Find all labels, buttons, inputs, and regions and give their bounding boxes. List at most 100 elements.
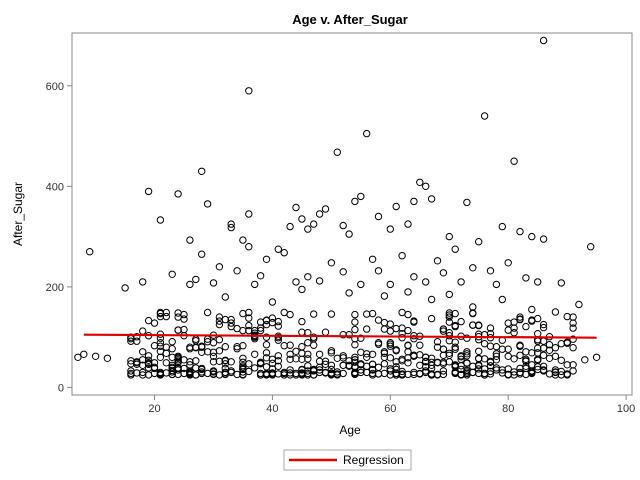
data-point [304,339,312,347]
data-point [463,198,471,207]
data-point [351,363,359,371]
data-point [162,343,171,351]
data-point [203,308,212,317]
data-point [315,368,324,377]
data-point [557,340,565,348]
data-point [144,352,153,360]
data-point [245,367,253,376]
data-point [486,324,495,332]
data-point [345,331,353,339]
data-point [522,322,530,331]
data-point [498,222,506,231]
data-point [469,264,477,272]
data-point [410,317,418,325]
data-point [268,355,277,363]
data-point [345,230,353,238]
data-point [203,369,212,378]
data-point [539,362,548,370]
data-point [315,363,324,371]
data-point [221,343,230,351]
data-point [286,369,294,377]
x-tick-label: 40 [266,403,278,415]
data-point [551,308,560,316]
data-point [156,308,165,317]
data-point [528,367,536,376]
data-point [227,319,235,327]
data-point [298,343,306,351]
data-point [451,309,459,318]
data-point [386,365,394,373]
data-point [534,314,542,323]
data-point [310,310,318,318]
data-point [551,344,560,352]
y-tick-label: 0 [58,382,64,394]
data-point [557,367,565,376]
data-point [398,334,406,342]
data-point [215,347,224,355]
data-point [445,290,453,299]
data-point [333,148,341,156]
data-point [156,339,165,347]
data-point [127,337,135,345]
data-point [221,368,230,377]
data-point [239,236,247,244]
data-point [357,192,365,201]
data-point [339,268,347,276]
data-point [156,353,165,361]
data-point [427,195,436,203]
data-point [239,354,247,362]
data-point [557,279,565,287]
data-point [569,344,577,352]
data-point [321,205,330,213]
data-point [251,326,259,335]
data-point [245,360,253,368]
data-point [174,309,182,317]
data-point [427,370,436,379]
data-point [404,220,412,228]
data-point [457,278,465,286]
data-point [351,358,359,366]
data-point [380,325,389,333]
data-point [227,220,235,228]
data-point [327,259,336,267]
data-point [510,355,518,363]
data-point [374,370,383,378]
data-point [233,345,241,353]
data-point [445,232,453,241]
data-point [539,235,548,243]
data-point [427,295,436,304]
data-point [245,314,253,322]
data-point [186,280,194,289]
data-point [363,325,371,333]
data-point [280,342,288,350]
data-point [168,338,176,346]
data-point [563,361,571,369]
data-point [380,353,389,361]
data-point [339,221,347,230]
data-point [274,352,282,360]
legend-regression-label: Regression [343,453,404,467]
data-point [386,280,394,289]
data-point [404,370,412,379]
data-point [256,326,265,335]
data-point [162,359,171,367]
data-point [433,257,442,265]
data-point [209,352,218,360]
data-point [215,263,224,271]
data-point [516,351,524,359]
x-axis-title: Age [339,423,361,437]
y-tick-label: 200 [46,282,64,294]
data-point [368,350,377,358]
data-point [522,274,530,282]
data-point [357,280,365,289]
data-point [298,317,306,326]
data-point [351,325,359,334]
data-point [292,347,300,355]
data-point [522,370,530,379]
data-point [451,361,459,369]
data-point [345,289,353,297]
data-point [551,352,560,360]
data-point [498,345,506,353]
data-point [139,278,147,286]
data-point [374,339,383,347]
